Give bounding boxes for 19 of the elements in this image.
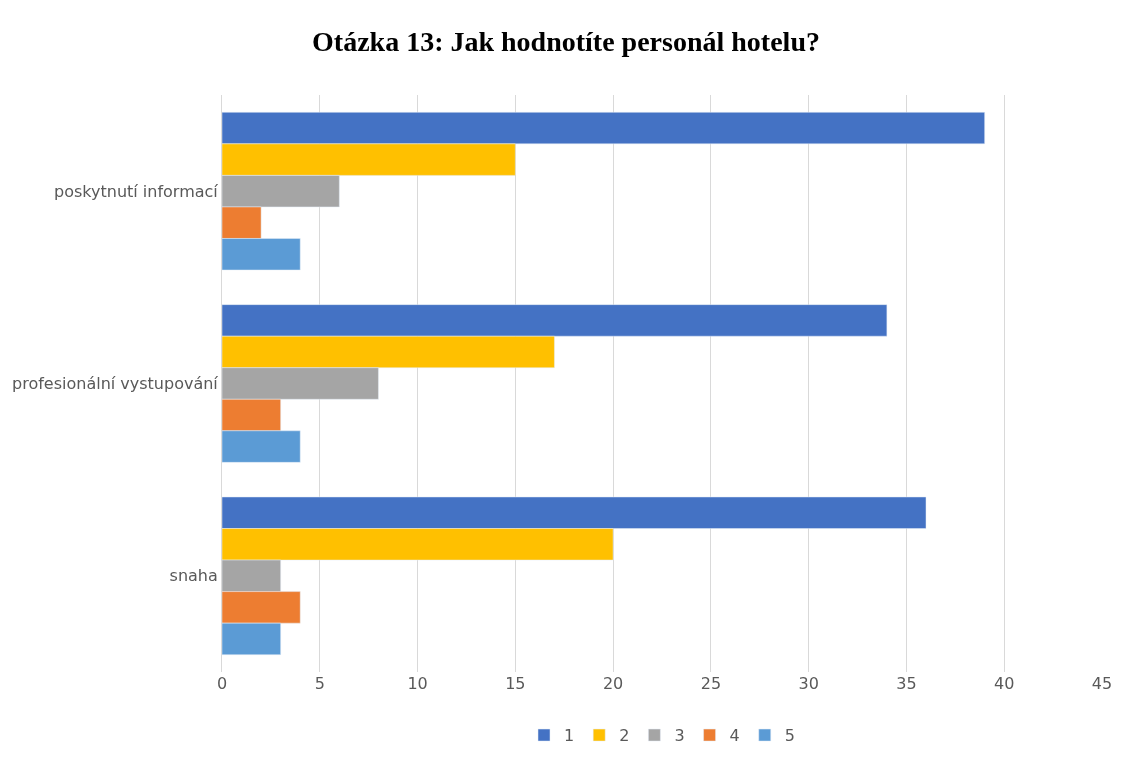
- x-tick-label: 40: [994, 674, 1015, 693]
- x-tick-label: 0: [216, 674, 228, 693]
- x-tick-label: 45: [1091, 674, 1113, 693]
- x-tick-label: 20: [602, 674, 624, 693]
- x-tick-label: 35: [896, 674, 917, 693]
- x-tick-label: 10: [407, 674, 428, 693]
- y-tick-label: profesionální vystupování: [12, 374, 219, 394]
- legend-label: 3: [674, 726, 685, 746]
- legend-label: 5: [784, 726, 795, 746]
- y-tick-label: snaha: [169, 566, 218, 586]
- x-tick-label: 30: [798, 674, 819, 693]
- legend-label: 1: [564, 726, 575, 746]
- x-tick-label: 25: [700, 674, 722, 693]
- y-tick-label: poskytnutí informací: [54, 181, 219, 201]
- legend-label: 2: [619, 726, 630, 746]
- x-tick-label: 15: [505, 674, 526, 693]
- chart-title: Otázka 13: Jak hodnotíte personál hotelu?: [312, 25, 820, 57]
- x-tick-label: 5: [314, 674, 325, 693]
- legend-label: 4: [729, 726, 740, 746]
